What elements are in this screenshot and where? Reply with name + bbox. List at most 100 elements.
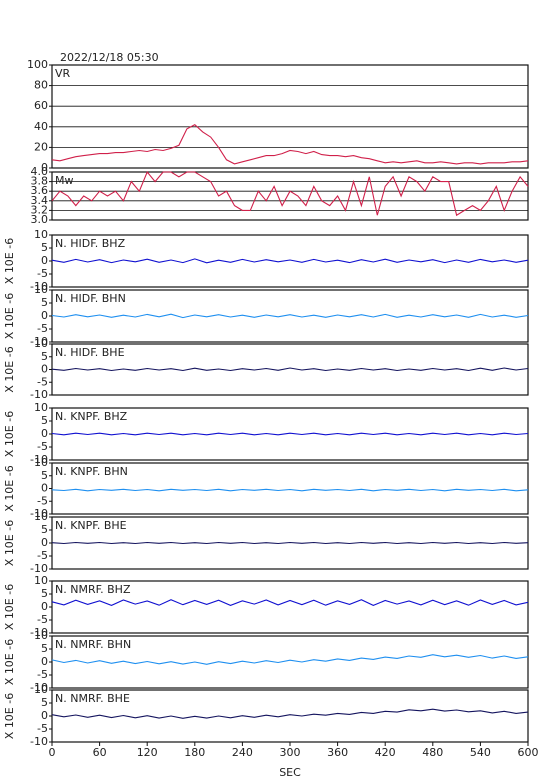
y-tick-label: 3.2 <box>31 203 49 216</box>
panel-label: N. KNPF. BHZ <box>55 410 128 423</box>
panel-label: N. HIDF. BHE <box>55 346 125 359</box>
y-tick-label: 5 <box>41 350 48 363</box>
y-axis-label: X 10E -6 <box>3 584 16 630</box>
y-tick-label: 20 <box>34 140 48 153</box>
series-line <box>51 170 529 217</box>
y-tick-label: 5 <box>41 587 48 600</box>
y-tick-label: 10 <box>34 629 48 642</box>
y-tick-label: 10 <box>34 228 48 241</box>
y-tick-label: 3.6 <box>31 184 49 197</box>
series-line <box>51 124 529 165</box>
series-line <box>51 313 529 319</box>
y-axis-label: X 10E -6 <box>3 465 16 511</box>
y-tick-label: -10 <box>30 626 48 639</box>
y-tick-label: 80 <box>34 79 48 92</box>
y-tick-label: 0 <box>41 536 48 549</box>
y-tick-label: -10 <box>30 681 48 694</box>
y-tick-label: 10 <box>34 283 48 296</box>
y-tick-label: 5 <box>41 414 48 427</box>
series-line <box>51 541 529 545</box>
y-tick-label: 10 <box>34 574 48 587</box>
y-axis-label: X 10E -6 <box>3 693 16 739</box>
y-axis-label: X 10E -6 <box>3 293 16 339</box>
y-tick-label: 5 <box>41 642 48 655</box>
y-tick-label: 3.8 <box>31 175 49 188</box>
x-tick-label: 120 <box>137 746 158 759</box>
y-tick-label: -10 <box>30 388 48 401</box>
y-tick-label: -5 <box>37 722 48 735</box>
panel-label: N. HIDF. BHN <box>55 292 126 305</box>
y-tick-label: 0 <box>41 254 48 267</box>
y-tick-label: 0 <box>41 709 48 722</box>
y-tick-label: 5 <box>41 469 48 482</box>
y-tick-label: 3.0 <box>31 213 49 226</box>
y-tick-label: 0 <box>41 427 48 440</box>
series-line <box>51 708 529 719</box>
y-tick-label: 10 <box>34 401 48 414</box>
panel-label: VR <box>55 67 71 80</box>
x-tick-label: 60 <box>93 746 107 759</box>
panel-label: N. NMRF. BHN <box>55 638 131 651</box>
y-tick-label: 0 <box>41 363 48 376</box>
series-line <box>51 488 529 492</box>
x-tick-label: 360 <box>327 746 348 759</box>
series-line <box>51 367 529 372</box>
x-tick-label: 420 <box>375 746 396 759</box>
y-tick-label: -10 <box>30 453 48 466</box>
panel-label: N. NMRF. BHE <box>55 692 130 705</box>
y-tick-label: -5 <box>37 440 48 453</box>
x-tick-label: 0 <box>49 746 56 759</box>
x-tick-label: 600 <box>518 746 539 759</box>
y-tick-label: 0 <box>41 161 48 174</box>
y-tick-label: 0 <box>41 482 48 495</box>
x-tick-label: 540 <box>470 746 491 759</box>
x-axis-label: SEC <box>279 766 301 779</box>
y-tick-label: -5 <box>37 322 48 335</box>
y-axis-label: X 10E -6 <box>3 411 16 457</box>
y-tick-label: -5 <box>37 668 48 681</box>
panel-label: N. NMRF. BHZ <box>55 583 131 596</box>
x-tick-label: 300 <box>280 746 301 759</box>
y-tick-label: -5 <box>37 375 48 388</box>
y-tick-label: 10 <box>34 683 48 696</box>
panel-label: Mw <box>55 174 74 187</box>
y-tick-label: 5 <box>41 241 48 254</box>
y-tick-label: 0 <box>41 600 48 613</box>
y-axis-label: X 10E -6 <box>3 639 16 685</box>
y-tick-label: -5 <box>37 267 48 280</box>
y-tick-label: -10 <box>30 735 48 748</box>
series-line <box>51 432 529 436</box>
y-tick-label: 5 <box>41 523 48 536</box>
y-tick-label: -10 <box>30 280 48 293</box>
y-tick-label: 60 <box>34 99 48 112</box>
y-tick-label: 0 <box>41 309 48 322</box>
y-tick-label: 10 <box>34 456 48 469</box>
y-tick-label: -10 <box>30 562 48 575</box>
y-tick-label: -5 <box>37 549 48 562</box>
panel-label: N. HIDF. BHZ <box>55 237 126 250</box>
x-tick-label: 480 <box>422 746 443 759</box>
y-tick-label: 5 <box>41 296 48 309</box>
y-tick-label: 10 <box>34 337 48 350</box>
y-tick-label: 10 <box>34 510 48 523</box>
y-tick-label: -5 <box>37 613 48 626</box>
chart-title: 2022/12/18 05:30 <box>60 51 159 64</box>
y-axis-label: X 10E -6 <box>3 346 16 392</box>
y-tick-label: 40 <box>34 120 48 133</box>
y-tick-label: 5 <box>41 696 48 709</box>
x-tick-label: 180 <box>184 746 205 759</box>
y-tick-label: 100 <box>27 58 48 71</box>
x-tick-label: 240 <box>232 746 253 759</box>
panel-label: N. KNPF. BHN <box>55 465 128 478</box>
series-line <box>51 258 529 264</box>
panel-label: N. KNPF. BHE <box>55 519 127 532</box>
y-axis-label: X 10E -6 <box>3 520 16 566</box>
y-tick-label: 0 <box>41 655 48 668</box>
series-line <box>51 654 529 665</box>
y-tick-label: -10 <box>30 507 48 520</box>
y-tick-label: 3.4 <box>31 194 49 207</box>
y-tick-label: 4.0 <box>31 165 49 178</box>
y-axis-label: X 10E -6 <box>3 238 16 284</box>
